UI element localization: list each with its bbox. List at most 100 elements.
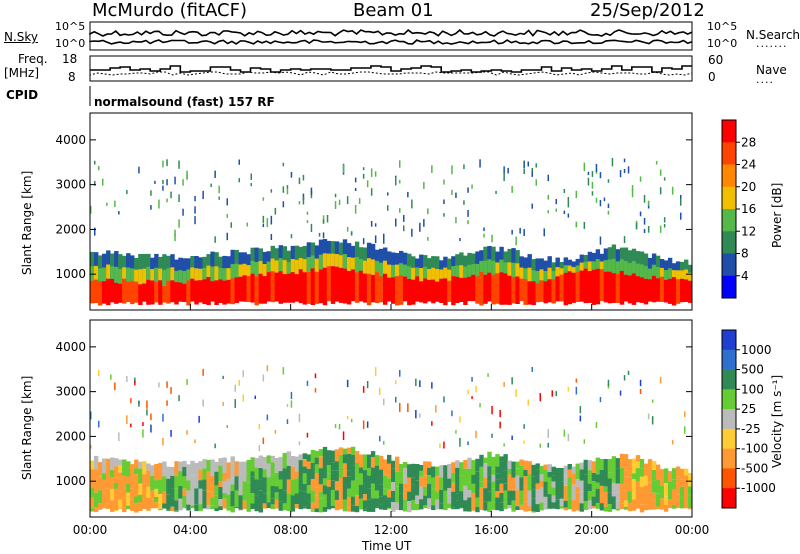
power-cell xyxy=(310,223,313,232)
velocity-cell xyxy=(627,471,633,478)
power-cell xyxy=(326,266,332,302)
velocity-cell xyxy=(322,478,328,486)
velocity-colorbar-frame xyxy=(721,329,737,509)
power-cell xyxy=(595,268,601,305)
velocity-cell xyxy=(154,488,159,497)
velocity-cell xyxy=(587,506,593,510)
power-cell xyxy=(559,274,564,302)
velocity-cell xyxy=(262,462,267,470)
velocity-cell xyxy=(270,474,275,486)
power-cell xyxy=(647,257,653,280)
power-cell xyxy=(154,180,156,184)
velocity-cell xyxy=(523,487,528,502)
velocity-cell xyxy=(607,472,613,479)
x-tick-label: 16:00 xyxy=(474,523,509,537)
velocity-cell xyxy=(234,461,239,477)
power-cell xyxy=(587,271,593,303)
power-cell xyxy=(362,167,365,171)
velocity-cell xyxy=(162,461,167,471)
velocity-colorbar-swatch xyxy=(722,349,736,370)
power-cell xyxy=(635,263,641,277)
velocity-cell xyxy=(306,485,312,494)
velocity-cell xyxy=(94,492,99,508)
velocity-cell xyxy=(684,468,689,476)
power-cell xyxy=(591,269,597,305)
velocity-cell xyxy=(230,463,235,478)
velocity-cell xyxy=(354,451,360,463)
power-cell xyxy=(182,179,184,186)
power-cell xyxy=(431,279,436,304)
nsky-panel-frame xyxy=(89,21,693,51)
velocity-cell xyxy=(587,460,593,471)
power-cell xyxy=(94,227,96,236)
velocity-cell xyxy=(407,403,409,412)
power-cell xyxy=(306,220,309,224)
velocity-cell xyxy=(342,508,348,512)
velocity-cell xyxy=(282,490,287,504)
power-cell xyxy=(370,274,376,303)
velocity-cell xyxy=(555,499,560,510)
velocity-cell xyxy=(182,488,187,496)
power-cell xyxy=(503,166,505,174)
power-cell xyxy=(680,212,682,220)
power-cell xyxy=(214,236,216,243)
power-cell xyxy=(182,283,187,302)
power-cell xyxy=(435,269,440,282)
power-cell xyxy=(591,171,594,177)
velocity-cell xyxy=(483,477,488,489)
velocity-cell xyxy=(326,486,332,498)
power-cell xyxy=(523,168,525,174)
power-cell xyxy=(411,228,413,237)
velocity-cell xyxy=(146,463,151,471)
velocity-cell xyxy=(499,483,504,493)
velocity-cell xyxy=(607,492,613,505)
cpid-value: normalsound (fast) 157 RF xyxy=(94,95,275,109)
power-cell xyxy=(262,264,267,277)
velocity-cell xyxy=(659,498,665,510)
velocity-cell xyxy=(314,464,320,474)
velocity-cell xyxy=(270,504,275,510)
power-cell xyxy=(567,197,570,202)
velocity-cell xyxy=(366,421,369,428)
power-cell xyxy=(350,231,353,236)
power-cell xyxy=(483,227,485,232)
velocity-cell xyxy=(639,379,642,387)
velocity-cell xyxy=(94,469,99,479)
velocity-cell xyxy=(519,505,524,510)
velocity-cell xyxy=(455,478,460,494)
velocity-cell xyxy=(342,493,348,500)
velocity-cell xyxy=(310,479,316,491)
power-colorbar-swatch xyxy=(722,253,736,277)
power-cell xyxy=(595,163,598,172)
velocity-cell xyxy=(258,445,261,452)
velocity-cell xyxy=(242,492,247,501)
power-cell xyxy=(495,273,500,304)
velocity-cell xyxy=(471,460,476,475)
power-cell xyxy=(467,187,469,193)
velocity-cell xyxy=(310,462,316,480)
velocity-cell xyxy=(527,461,532,475)
power-cell xyxy=(150,190,152,196)
power-cell xyxy=(226,268,231,280)
power-cell xyxy=(383,247,388,274)
power-cell xyxy=(354,177,357,183)
velocity-cell xyxy=(90,411,92,420)
velocity-cell xyxy=(475,497,480,507)
velocity-cell xyxy=(146,470,151,487)
velocity-cell xyxy=(238,472,243,489)
velocity-cell xyxy=(503,470,508,484)
velocity-cell xyxy=(218,458,223,466)
x-tick-label: 12:00 xyxy=(374,523,409,537)
velocity-cell xyxy=(130,499,135,511)
velocity-cell xyxy=(599,485,605,496)
velocity-cell xyxy=(419,380,421,387)
velocity-cell xyxy=(354,478,360,496)
velocity-cell xyxy=(523,501,528,512)
velocity-cell xyxy=(342,499,348,509)
freq-tick-lo: 8 xyxy=(68,70,76,84)
velocity-cell xyxy=(688,495,693,509)
power-cell xyxy=(178,160,180,169)
power-cell xyxy=(419,268,424,282)
velocity-cell xyxy=(342,454,348,464)
power-cell xyxy=(226,279,231,304)
